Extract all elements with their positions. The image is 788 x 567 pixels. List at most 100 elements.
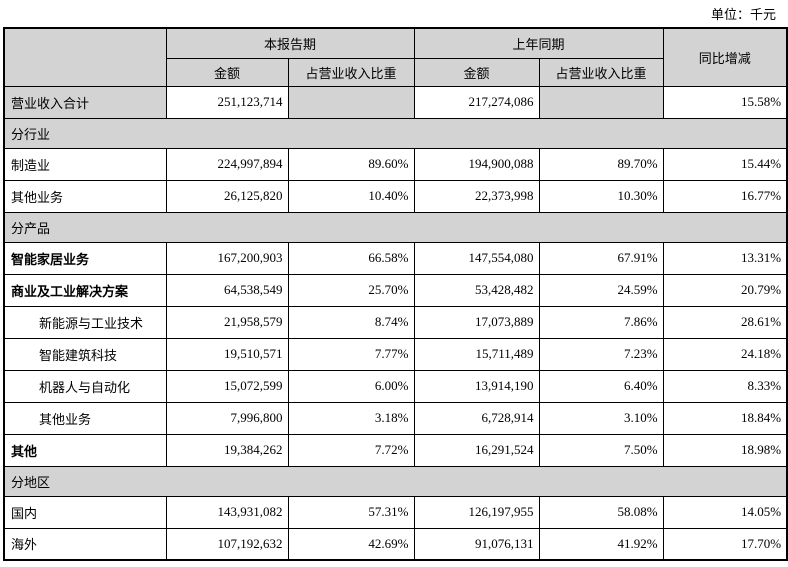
amount-current-cell: 143,931,082 — [165, 495, 289, 529]
yoy-change-cell: 16.77% — [662, 179, 788, 213]
header-row-sub: 金额 占营业收入比重 金额 占营业收入比重 — [4, 57, 787, 87]
amount-prior-cell: 6,728,914 — [413, 401, 540, 435]
yoy-change-cell: 18.84% — [662, 401, 788, 435]
yoy-change-cell: 15.58% — [662, 85, 788, 119]
amount-prior-cell: 194,900,088 — [413, 147, 540, 181]
yoy-change-cell: 17.70% — [662, 527, 788, 561]
amount-current-cell: 107,192,632 — [165, 527, 289, 561]
ratio-prior-cell: 41.92% — [538, 527, 664, 561]
section-label: 分地区 — [3, 465, 788, 497]
ratio-prior-cell: 10.30% — [538, 179, 664, 213]
row-label: 智能家居业务 — [3, 241, 167, 275]
row-label: 其他业务 — [3, 179, 167, 213]
table-row: 其他 19,384,262 7.72% 16,291,524 7.50% 18.98% — [3, 433, 788, 467]
row-label: 商业及工业解决方案 — [3, 273, 167, 307]
ratio-prior-cell: 58.08% — [538, 495, 664, 529]
amount-prior-cell: 126,197,955 — [413, 495, 540, 529]
row-label: 营业收入合计 — [3, 85, 167, 119]
header-current-period: 本报告期 — [165, 27, 415, 59]
yoy-change-cell: 24.18% — [662, 337, 788, 371]
yoy-change-cell: 13.31% — [662, 241, 788, 275]
table-row: 机器人与自动化 15,072,599 6.00% 13,914,190 6.40% 8.3… — [3, 369, 788, 403]
header-prior-period: 上年同期 — [413, 27, 664, 59]
ratio-prior-cell — [538, 85, 664, 119]
ratio-current-cell: 25.70% — [287, 273, 415, 307]
amount-prior-cell: 22,373,998 — [413, 179, 540, 213]
ratio-current-cell: 42.69% — [287, 527, 415, 561]
ratio-prior-cell: 7.50% — [538, 433, 664, 467]
ratio-prior-cell: 7.23% — [538, 337, 664, 371]
header-blank-cell — [3, 27, 167, 87]
section-label: 分行业 — [3, 117, 788, 149]
header-amount-prior: 金额 — [413, 57, 540, 87]
ratio-prior-cell: 3.10% — [538, 401, 664, 435]
section-label: 分产品 — [3, 211, 788, 243]
header-yoy-change: 同比增减 — [662, 27, 788, 87]
amount-prior-cell: 217,274,086 — [413, 85, 540, 119]
yoy-change-cell: 20.79% — [662, 273, 788, 307]
row-label: 制造业 — [3, 147, 167, 181]
ratio-prior-cell: 67.91% — [538, 241, 664, 275]
ratio-current-cell: 66.58% — [287, 241, 415, 275]
ratio-current-cell: 89.60% — [287, 147, 415, 181]
table-row: 国内 143,931,082 57.31% 126,197,955 58.08% 14.0… — [3, 495, 788, 529]
yoy-change-cell: 18.98% — [662, 433, 788, 467]
table-body: 营业收入合计 251,123,714 217,274,086 15.58% 分行业 制造业… — [3, 85, 788, 561]
ratio-prior-cell: 89.70% — [538, 147, 664, 181]
table-row: 智能建筑科技 19,510,571 7.77% 15,711,489 7.23% 24.1… — [3, 337, 788, 371]
header-ratio-prior: 占营业收入比重 — [538, 57, 664, 87]
amount-current-cell: 21,958,579 — [165, 305, 289, 339]
ratio-current-cell: 7.72% — [287, 433, 415, 467]
table-header: 本报告期 上年同期 同比增减 金额 占营业收入比重 金额 占营业收入比重 — [3, 27, 788, 87]
amount-prior-cell: 15,711,489 — [413, 337, 540, 371]
amount-prior-cell: 16,291,524 — [413, 433, 540, 467]
table-row: 智能家居业务 167,200,903 66.58% 147,554,080 67.91%… — [3, 241, 788, 275]
ratio-current-cell: 3.18% — [287, 401, 415, 435]
amount-current-cell: 15,072,599 — [165, 369, 289, 403]
table-row: 其他业务 7,996,800 3.18% 6,728,914 3.10% 18.84% — [3, 401, 788, 435]
yoy-change-cell: 8.33% — [662, 369, 788, 403]
amount-current-cell: 19,384,262 — [165, 433, 289, 467]
row-label: 机器人与自动化 — [3, 369, 167, 403]
ratio-prior-cell: 7.86% — [538, 305, 664, 339]
amount-prior-cell: 13,914,190 — [413, 369, 540, 403]
ratio-current-cell — [287, 85, 415, 119]
amount-prior-cell: 53,428,482 — [413, 273, 540, 307]
section-row: 分地区 — [3, 465, 788, 497]
yoy-change-cell: 28.61% — [662, 305, 788, 339]
row-label: 海外 — [3, 527, 167, 561]
table-row: 其他业务 26,125,820 10.40% 22,373,998 10.30% 16.7… — [3, 179, 788, 213]
ratio-current-cell: 8.74% — [287, 305, 415, 339]
ratio-current-cell: 6.00% — [287, 369, 415, 403]
header-row-groups: 本报告期 上年同期 同比增减 — [3, 27, 788, 87]
amount-prior-cell: 147,554,080 — [413, 241, 540, 275]
ratio-current-cell: 57.31% — [287, 495, 415, 529]
revenue-breakdown-table: 本报告期 上年同期 同比增减 金额 占营业收入比重 金额 占营业收入比重 营业收… — [3, 27, 788, 561]
row-label: 智能建筑科技 — [3, 337, 167, 371]
table-row: 营业收入合计 251,123,714 217,274,086 15.58% — [3, 85, 788, 119]
yoy-change-cell: 14.05% — [662, 495, 788, 529]
amount-current-cell: 224,997,894 — [165, 147, 289, 181]
unit-label: 单位：千元 — [710, 7, 776, 22]
row-label: 国内 — [3, 495, 167, 529]
row-label: 其他 — [3, 433, 167, 467]
amount-current-cell: 26,125,820 — [165, 179, 289, 213]
ratio-prior-cell: 6.40% — [538, 369, 664, 403]
section-row: 分行业 — [3, 117, 788, 149]
table-row: 新能源与工业技术 21,958,579 8.74% 17,073,889 7.86% 28… — [3, 305, 788, 339]
amount-current-cell: 64,538,549 — [165, 273, 289, 307]
table-row: 海外 107,192,632 42.69% 91,076,131 41.92% 17.70… — [3, 527, 788, 561]
row-label: 新能源与工业技术 — [3, 305, 167, 339]
amount-prior-cell: 17,073,889 — [413, 305, 540, 339]
yoy-change-cell: 15.44% — [662, 147, 788, 181]
header-ratio-current: 占营业收入比重 — [287, 57, 415, 87]
header-amount-current: 金额 — [165, 57, 289, 87]
amount-current-cell: 251,123,714 — [165, 85, 289, 119]
section-row: 分产品 — [3, 211, 788, 243]
ratio-current-cell: 10.40% — [287, 179, 415, 213]
ratio-current-cell: 7.77% — [287, 337, 415, 371]
table-row: 商业及工业解决方案 64,538,549 25.70% 53,428,482 24.59… — [3, 273, 788, 307]
table-row: 制造业 224,997,894 89.60% 194,900,088 89.70% 15.… — [3, 147, 788, 181]
amount-current-cell: 167,200,903 — [165, 241, 289, 275]
